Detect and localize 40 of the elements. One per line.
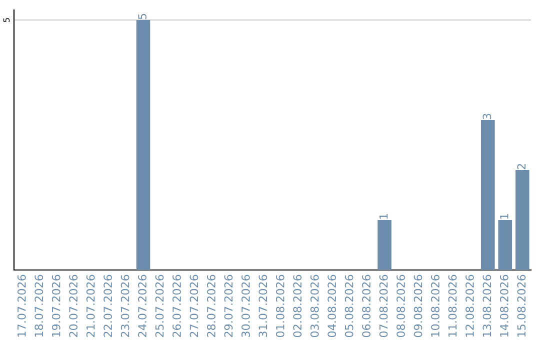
x-tick-label: 30.07.2026 [241,274,250,337]
data-label: 5 [138,14,146,20]
x-tick-label: 04.08.2026 [328,274,336,338]
x-tick-label: 06.08.2026 [362,274,371,338]
x-tick-label: 21.07.2026 [86,274,95,337]
x-tick-label: 28.07.2026 [207,274,216,337]
x-tick-label: 03.08.2026 [310,274,319,338]
data-label: 3 [482,114,492,120]
x-tick-label: 10.08.2026 [431,274,440,337]
x-tick-label: 11.08.2026 [448,274,457,337]
bar [498,220,512,270]
x-tick-label: 15.08.2026 [517,274,526,337]
x-tick-label: 05.08.2026 [344,274,354,338]
x-tick-label: 23.07.2026 [120,274,130,337]
x-tick-label: 31.07.2026 [258,274,268,337]
x-tick-label: 09.08.2026 [414,274,422,338]
x-tick-label: 24.07.2026 [138,274,146,337]
x-tick-label: 07.08.2026 [379,274,388,338]
bar [378,220,392,270]
x-tick-label: 08.08.2026 [396,274,405,338]
x-tick-label: 29.07.2026 [224,274,233,337]
x-tick-label: 19.07.2026 [52,274,60,337]
x-tick-label: 02.08.2026 [293,274,302,338]
data-label: 1 [500,214,508,219]
x-tick-label: 25.07.2026 [155,274,164,337]
data-label: 2 [517,164,526,170]
x-tick-label: 13.08.2026 [482,274,492,337]
x-tick-label: 17.07.2026 [17,274,26,337]
data-label: 1 [379,214,388,219]
x-tick-label: 22.07.2026 [104,274,112,337]
bar [136,20,150,270]
x-tick-label: 14.08.2026 [500,274,508,337]
x-tick-label: 20.07.2026 [69,274,78,337]
bar [515,170,530,270]
x-tick-label: 26.07.2026 [172,274,181,337]
x-tick-label: 01.08.2026 [276,274,284,338]
x-tick-label: 27.07.2026 [190,274,198,337]
x-tick-label: 12.08.2026 [466,274,474,337]
bar [481,120,495,270]
x-tick-label: 18.07.2026 [34,274,44,337]
